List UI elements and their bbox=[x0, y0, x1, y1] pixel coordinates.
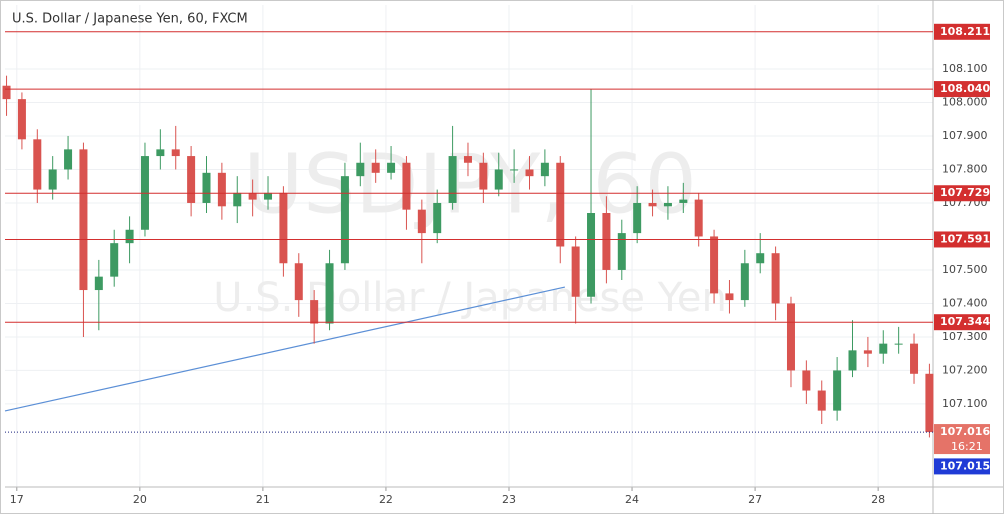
candle-body bbox=[110, 243, 119, 277]
x-tick-label: 21 bbox=[256, 493, 270, 506]
candle-body bbox=[817, 390, 826, 411]
candle-body bbox=[417, 209, 426, 234]
candle-body bbox=[587, 213, 596, 297]
candle-body bbox=[387, 162, 396, 173]
candle-body bbox=[187, 156, 196, 203]
y-tick-label: 107.300 bbox=[942, 330, 988, 343]
candle-body bbox=[540, 162, 549, 177]
candle-body bbox=[663, 202, 672, 207]
candle-body bbox=[371, 162, 380, 173]
chart-title: U.S. Dollar / Japanese Yen, 60, FXCM bbox=[12, 12, 248, 27]
bid-price-label: 107.015 bbox=[940, 459, 990, 472]
candle-body bbox=[894, 343, 903, 345]
candle-body bbox=[217, 172, 226, 207]
level-label: 107.729 bbox=[940, 186, 990, 199]
candle-body bbox=[494, 169, 503, 190]
watermark: USDJPY, 60 bbox=[243, 137, 697, 232]
level-label-box bbox=[934, 231, 990, 248]
candle-body bbox=[79, 149, 88, 291]
candle-body bbox=[740, 263, 749, 301]
y-tick-label: 108.000 bbox=[942, 95, 988, 108]
candle-body bbox=[33, 139, 42, 190]
y-tick-label: 108.100 bbox=[942, 62, 988, 75]
candle-body bbox=[602, 213, 611, 270]
candle-body bbox=[2, 85, 11, 100]
candle-body bbox=[325, 263, 334, 324]
x-tick-label: 24 bbox=[625, 493, 639, 506]
candle-body bbox=[771, 253, 780, 304]
x-tick-label: 27 bbox=[748, 493, 762, 506]
candle-body bbox=[463, 156, 472, 163]
candle-body bbox=[356, 162, 365, 177]
y-tick-label: 107.200 bbox=[942, 363, 988, 376]
level-label-box bbox=[934, 185, 990, 202]
candle-body bbox=[64, 149, 73, 170]
y-tick-label: 107.100 bbox=[942, 397, 988, 410]
candle-body bbox=[17, 99, 26, 140]
x-tick-label: 22 bbox=[379, 493, 393, 506]
candle-body bbox=[510, 169, 519, 171]
candle-body bbox=[279, 192, 288, 264]
candle-body bbox=[802, 370, 811, 391]
candle-body bbox=[910, 343, 919, 374]
candle-body bbox=[786, 303, 795, 371]
candle-body bbox=[433, 202, 442, 234]
candle-body bbox=[848, 350, 857, 371]
candle-body bbox=[171, 149, 180, 157]
candle-body bbox=[448, 156, 457, 203]
candle-body bbox=[648, 202, 657, 207]
last-price-label: 107.016 bbox=[940, 425, 990, 438]
level-label-box bbox=[934, 23, 990, 40]
candle-body bbox=[233, 192, 242, 207]
level-label-box bbox=[934, 314, 990, 331]
watermark-group: USDJPY, 60 U.S. Dollar / Japanese Yen bbox=[213, 137, 727, 321]
candle-body bbox=[248, 192, 257, 200]
trend-line bbox=[4, 286, 566, 412]
x-tick-label: 17 bbox=[10, 493, 24, 506]
candle-body bbox=[310, 300, 319, 324]
candle-body bbox=[525, 169, 534, 177]
bid-price-box bbox=[934, 458, 990, 475]
candle-body bbox=[679, 199, 688, 203]
candle-body bbox=[633, 202, 642, 234]
candle-body bbox=[125, 229, 134, 244]
x-tick-label: 28 bbox=[871, 493, 885, 506]
last-price-box bbox=[934, 424, 990, 455]
candle-body bbox=[48, 169, 57, 190]
x-tick-label: 20 bbox=[133, 493, 147, 506]
candle-body bbox=[340, 176, 349, 264]
candle-body bbox=[833, 370, 842, 411]
y-tick-label: 107.900 bbox=[942, 129, 988, 142]
level-label: 107.344 bbox=[940, 315, 990, 328]
candle-body bbox=[710, 236, 719, 294]
y-tick-label: 107.400 bbox=[942, 296, 988, 309]
countdown: 16:21 bbox=[951, 440, 983, 453]
level-label: 108.211 bbox=[940, 25, 990, 38]
candle-body bbox=[725, 293, 734, 301]
watermark-subtitle: U.S. Dollar / Japanese Yen bbox=[213, 275, 727, 321]
candle-body bbox=[694, 199, 703, 237]
candle-body bbox=[756, 253, 765, 264]
candle-body bbox=[479, 162, 488, 190]
level-label-box bbox=[934, 81, 990, 98]
level-label: 108.040 bbox=[940, 82, 990, 95]
level-label: 107.591 bbox=[940, 232, 990, 245]
candle-body bbox=[156, 149, 165, 157]
candle-body bbox=[925, 373, 934, 433]
candle-body bbox=[556, 162, 565, 247]
candle-body bbox=[879, 343, 888, 354]
candle-body bbox=[402, 162, 411, 210]
candle-body bbox=[571, 246, 580, 297]
y-tick-label: 107.800 bbox=[942, 162, 988, 175]
candle-body bbox=[617, 233, 626, 270]
y-tick-label: 107.500 bbox=[942, 263, 988, 276]
candle-body bbox=[94, 276, 103, 291]
x-tick-label: 23 bbox=[502, 493, 516, 506]
candle-body bbox=[264, 192, 273, 200]
candle-body bbox=[202, 172, 211, 203]
candle-body bbox=[294, 263, 303, 301]
candle-body bbox=[863, 350, 872, 354]
